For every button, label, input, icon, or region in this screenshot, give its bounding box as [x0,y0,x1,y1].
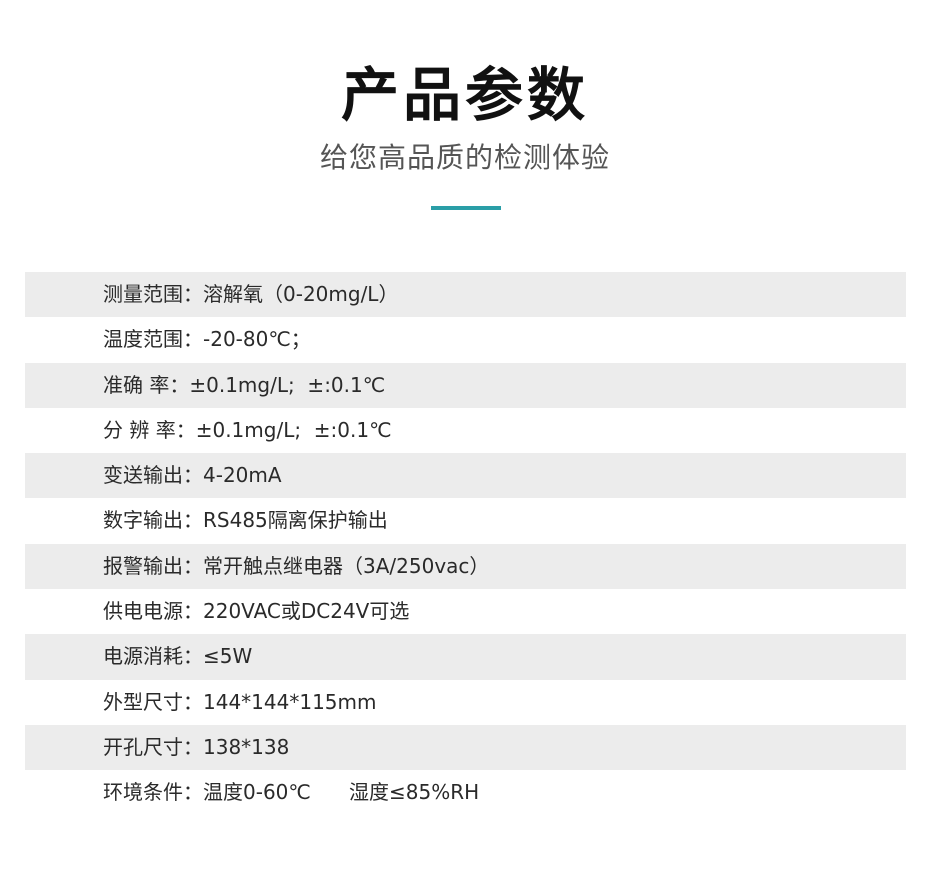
param-row: 温度范围：-20-80℃； [103,327,311,352]
param-row: 分 辨 率：±0.1mg/L; ±:0.1℃ [103,417,392,442]
param-row: 测量范围：溶解氧（0-20mg/L） [25,272,906,318]
param-row: 变送输出：4-20mA [25,453,906,499]
param-row: 数字输出：RS485隔离保护输出 [103,508,388,533]
params-table: 测量范围：溶解氧（0-20mg/L） 温度范围：-20-80℃； 准确 率：±0.1… [25,272,906,816]
param-row: 准确 率：±0.1mg/L; ±:0.1℃ [25,362,906,408]
accent-divider [431,206,501,210]
param-row: 电源消耗：≤5W [25,634,906,680]
page-subtitle: 给您高品质的检测体验 [319,141,610,174]
page-title: 产品参数 [340,61,589,129]
param-row: 开孔尺寸：138*138 [25,724,906,771]
param-row: 外型尺寸：144*144*115mm [103,689,377,714]
param-row: 报警输出：常开触点继电器（3A/250vac） [25,543,906,590]
param-row: 环境条件：温度0-60℃ 湿度≤85%RH [103,780,480,805]
param-row: 供电电源：220VAC或DC24V可选 [103,599,410,624]
